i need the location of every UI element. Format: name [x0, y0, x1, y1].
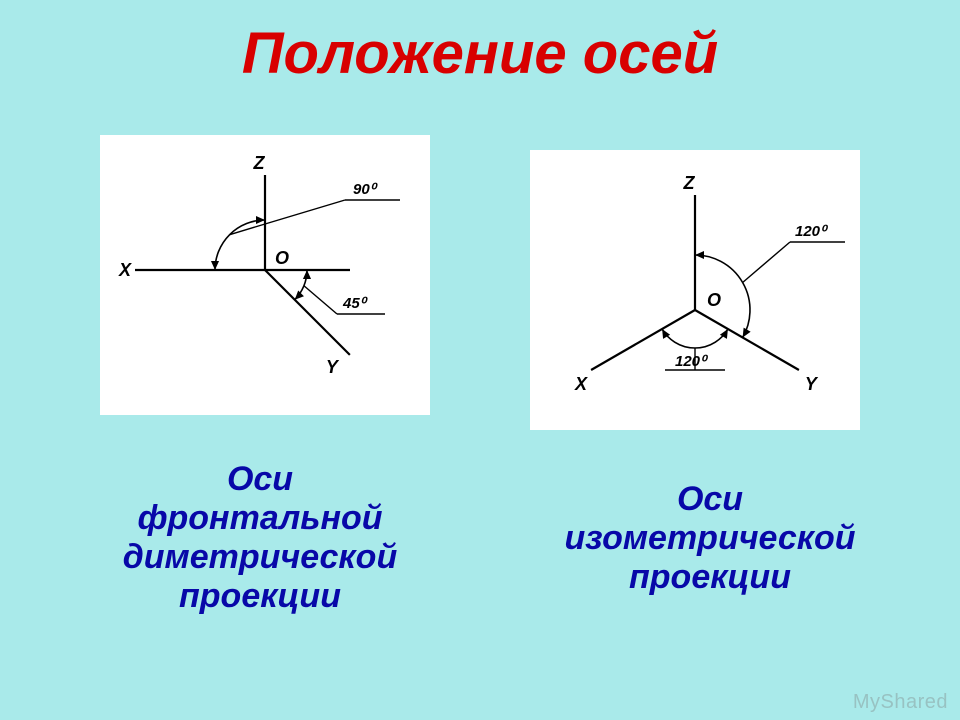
svg-text:X: X	[574, 374, 588, 394]
caption-line: проекции	[629, 558, 791, 596]
svg-text:Z: Z	[253, 153, 266, 173]
svg-text:X: X	[118, 260, 132, 280]
caption-frontal-dimetric: Оси фронтальной диметрической проекции	[70, 460, 450, 616]
svg-text:Y: Y	[326, 357, 340, 377]
watermark: MyShared	[853, 691, 948, 714]
diagram-frontal-dimetric: 90⁰ 45⁰ Z X Y O	[100, 135, 430, 415]
caption-line: проекции	[179, 577, 341, 615]
svg-text:120⁰: 120⁰	[675, 353, 709, 370]
svg-text:Z: Z	[683, 173, 696, 193]
svg-text:45⁰: 45⁰	[342, 295, 369, 312]
page-root: Положение осей 90⁰ 45⁰ Z X Y O 120⁰ 120⁰ Z X Y O О…	[0, 0, 960, 720]
caption-line: фронтальной	[137, 499, 382, 537]
caption-isometric: Оси изометрической проекции	[520, 480, 900, 597]
svg-text:O: O	[275, 248, 289, 268]
svg-text:120⁰: 120⁰	[795, 223, 829, 240]
caption-line: Оси	[227, 460, 293, 498]
svg-text:90⁰: 90⁰	[353, 181, 379, 198]
caption-line: диметрической	[123, 538, 397, 576]
caption-line: Оси	[677, 480, 743, 518]
svg-text:Y: Y	[805, 374, 819, 394]
page-title: Положение осей	[0, 20, 960, 87]
caption-line: изометрической	[564, 519, 855, 557]
diagram-isometric: 120⁰ 120⁰ Z X Y O	[530, 150, 860, 430]
svg-text:O: O	[707, 290, 721, 310]
